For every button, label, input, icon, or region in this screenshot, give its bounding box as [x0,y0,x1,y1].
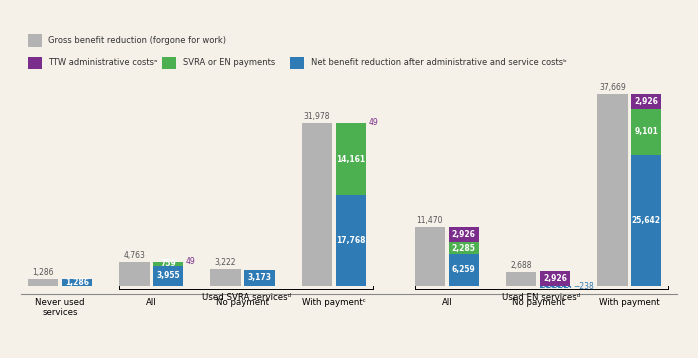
Text: 25,642: 25,642 [632,216,661,225]
Bar [449,242,479,254]
Text: Gross benefit reduction (forgone for work): Gross benefit reduction (forgone for wor… [48,36,226,45]
Text: 759: 759 [161,259,176,268]
Bar [62,279,92,286]
Text: 31,978: 31,978 [304,112,330,121]
Text: 4,763: 4,763 [124,251,145,260]
FancyBboxPatch shape [27,57,42,69]
Bar [153,262,184,266]
Text: 11,470: 11,470 [417,216,443,225]
Bar [597,94,628,286]
Text: 1,286: 1,286 [65,278,89,287]
Bar [210,270,241,286]
Bar [153,266,184,286]
Text: 1,286: 1,286 [32,268,54,277]
Bar [506,272,536,286]
Text: 2,926: 2,926 [543,274,567,283]
Text: 2,926: 2,926 [634,97,658,106]
Text: 2,285: 2,285 [452,244,475,253]
Text: 9,101: 9,101 [634,127,658,136]
Text: 3,955: 3,955 [156,271,180,280]
Text: 6,259: 6,259 [452,265,475,275]
Bar [302,123,332,286]
Text: Used EN servicesᵈ: Used EN servicesᵈ [503,292,581,301]
Bar [119,262,149,286]
Bar [631,94,662,108]
Text: SVRA or EN payments: SVRA or EN payments [183,58,275,67]
Text: Used SVRA servicesᵈ: Used SVRA servicesᵈ [202,292,290,301]
Text: Net benefit reduction after administrative and service costsᵇ: Net benefit reduction after administrati… [311,58,567,67]
Bar [449,254,479,286]
Bar [631,155,662,286]
Text: 3,173: 3,173 [248,273,272,282]
Bar [336,195,366,286]
Bar [540,271,570,286]
Text: 49: 49 [369,118,378,127]
Text: 17,768: 17,768 [336,236,366,245]
Bar [540,286,570,287]
Text: 2,688: 2,688 [510,261,532,270]
Text: 14,161: 14,161 [336,155,365,164]
Bar [415,227,445,286]
FancyBboxPatch shape [162,57,177,69]
Text: 37,669: 37,669 [599,83,625,92]
Bar [631,108,662,155]
Text: 3,222: 3,222 [215,258,237,267]
Text: −238: −238 [573,282,593,291]
Bar [28,279,59,286]
Bar [244,270,275,286]
Text: 49: 49 [186,257,196,266]
FancyBboxPatch shape [290,57,304,69]
Bar [336,123,366,195]
Bar [449,227,479,242]
Text: 2,926: 2,926 [452,230,475,240]
FancyBboxPatch shape [27,34,42,47]
Text: TTW administrative costsᵃ: TTW administrative costsᵃ [48,58,158,67]
